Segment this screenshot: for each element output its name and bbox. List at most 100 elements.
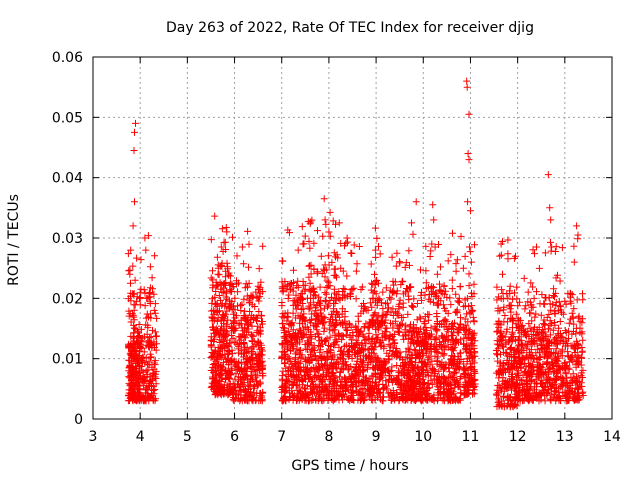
data-point <box>532 310 540 318</box>
data-point <box>465 270 473 278</box>
data-point <box>310 239 318 247</box>
data-point <box>566 384 574 392</box>
data-point <box>232 390 240 398</box>
data-point <box>430 283 437 291</box>
data-point <box>228 350 236 358</box>
data-point <box>397 321 405 329</box>
data-point <box>409 339 417 346</box>
data-point <box>292 382 300 389</box>
data-point <box>550 285 558 293</box>
data-point <box>391 394 399 402</box>
data-point <box>454 353 462 360</box>
data-point <box>367 356 375 364</box>
data-point <box>255 308 263 315</box>
data-point <box>247 356 255 364</box>
data-point <box>344 366 352 374</box>
data-point <box>230 317 238 325</box>
data-point <box>312 323 320 331</box>
data-point <box>242 396 250 404</box>
data-point <box>130 334 138 342</box>
data-point <box>278 302 286 310</box>
data-point <box>399 314 407 321</box>
data-point <box>461 330 469 338</box>
data-point <box>136 294 144 301</box>
data-point <box>305 359 313 367</box>
data-point <box>244 376 252 384</box>
data-point <box>308 378 316 386</box>
data-point <box>405 296 413 304</box>
data-point <box>493 283 501 291</box>
data-point <box>220 381 228 389</box>
data-point <box>508 330 516 338</box>
data-point <box>461 302 469 310</box>
x-tick-label: 13 <box>556 429 574 445</box>
data-point <box>452 337 459 345</box>
data-point <box>543 313 551 321</box>
data-point <box>297 327 305 335</box>
data-point <box>382 324 390 332</box>
data-point <box>152 375 160 382</box>
data-point <box>147 341 155 348</box>
data-point <box>320 304 328 312</box>
data-point <box>516 298 524 306</box>
data-point <box>278 340 286 348</box>
data-point <box>403 285 410 292</box>
data-point <box>469 313 477 321</box>
data-point <box>550 292 557 299</box>
data-point <box>574 395 582 403</box>
data-point <box>503 325 511 333</box>
data-point <box>387 308 395 316</box>
data-point <box>507 373 515 380</box>
data-point <box>341 324 349 332</box>
data-point <box>328 293 335 301</box>
data-point <box>390 288 398 296</box>
data-point <box>372 339 380 347</box>
data-point <box>534 345 542 353</box>
data-point <box>305 237 313 245</box>
data-point <box>467 345 475 353</box>
data-point <box>332 253 339 261</box>
data-point <box>383 349 391 357</box>
data-point <box>153 340 160 348</box>
data-point <box>462 383 470 391</box>
data-point <box>533 394 541 402</box>
data-point <box>298 223 306 231</box>
data-point <box>495 371 503 379</box>
data-point <box>414 352 422 360</box>
data-point <box>570 328 577 335</box>
data-point <box>547 306 555 314</box>
data-point <box>148 274 156 282</box>
data-point <box>426 253 434 260</box>
data-point <box>517 316 524 324</box>
data-point <box>578 319 586 327</box>
data-point <box>463 341 471 349</box>
data-point <box>338 332 346 340</box>
data-point <box>499 343 507 351</box>
data-point <box>370 320 377 328</box>
data-point <box>288 363 296 371</box>
data-point <box>336 388 344 396</box>
x-tick-label: 14 <box>603 429 621 445</box>
data-point <box>296 366 304 374</box>
data-point <box>555 298 563 306</box>
data-point <box>538 341 546 349</box>
data-point <box>523 377 531 385</box>
data-point <box>250 383 258 391</box>
data-point <box>131 396 139 404</box>
data-point <box>452 267 460 275</box>
x-tick-label: 11 <box>462 429 480 445</box>
data-point <box>292 291 300 299</box>
data-point <box>225 343 233 351</box>
x-tick-label: 6 <box>230 429 239 445</box>
data-point <box>437 263 444 271</box>
data-point <box>390 281 398 289</box>
data-point <box>352 378 360 386</box>
data-point <box>504 384 512 392</box>
data-point <box>345 351 353 359</box>
data-point <box>216 339 224 346</box>
data-point <box>229 380 237 388</box>
data-point <box>373 276 381 284</box>
data-point <box>558 308 565 316</box>
data-point <box>130 306 138 314</box>
data-point <box>128 376 136 383</box>
